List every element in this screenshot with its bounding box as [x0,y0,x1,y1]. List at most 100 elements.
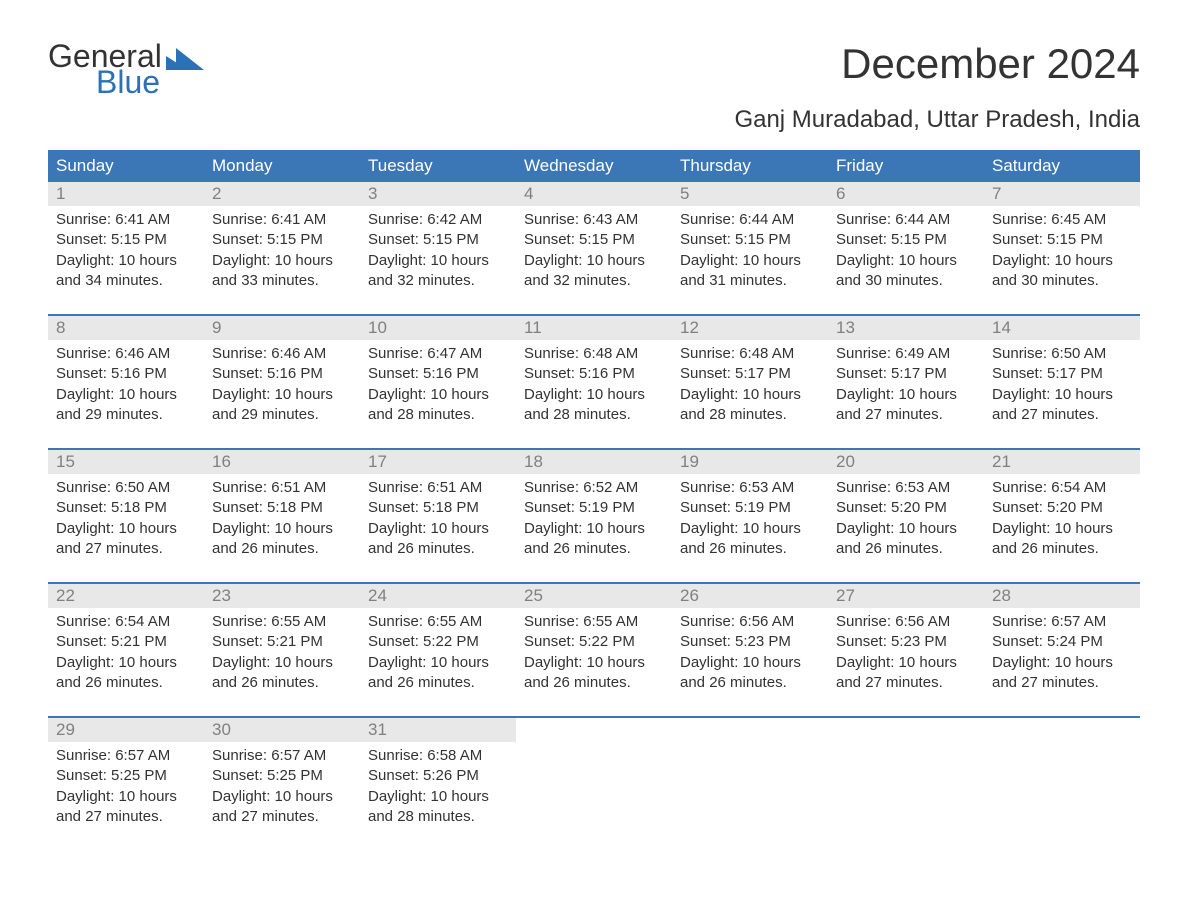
day-detail-line: Sunset: 5:19 PM [680,498,820,518]
day-detail-line: Sunrise: 6:44 AM [836,210,976,230]
day-detail-line: Sunrise: 6:57 AM [212,746,352,766]
day-detail-line: and 28 minutes. [368,807,508,827]
day-detail-line: Daylight: 10 hours [368,653,508,673]
day-detail-line: Sunrise: 6:50 AM [992,344,1132,364]
day-cell: 16Sunrise: 6:51 AMSunset: 5:18 PMDayligh… [204,450,360,574]
day-detail-line: Daylight: 10 hours [368,251,508,271]
day-detail-line: and 27 minutes. [836,405,976,425]
day-cell: 12Sunrise: 6:48 AMSunset: 5:17 PMDayligh… [672,316,828,440]
day-detail-line: Daylight: 10 hours [524,251,664,271]
day-details: Sunrise: 6:51 AMSunset: 5:18 PMDaylight:… [360,474,516,571]
day-detail-line: Sunset: 5:23 PM [836,632,976,652]
day-cell: 8Sunrise: 6:46 AMSunset: 5:16 PMDaylight… [48,316,204,440]
date-number: 5 [672,182,828,206]
day-detail-line: and 28 minutes. [680,405,820,425]
day-detail-line: Daylight: 10 hours [368,787,508,807]
day-detail-line: Sunset: 5:17 PM [992,364,1132,384]
day-detail-line: Daylight: 10 hours [992,385,1132,405]
day-details: Sunrise: 6:44 AMSunset: 5:15 PMDaylight:… [672,206,828,303]
page-title: December 2024 [841,40,1140,88]
day-detail-line: Daylight: 10 hours [212,251,352,271]
day-detail-line: Sunset: 5:18 PM [368,498,508,518]
calendar-header-row: Sunday Monday Tuesday Wednesday Thursday… [48,150,1140,182]
day-detail-line: Sunrise: 6:58 AM [368,746,508,766]
day-detail-line: and 26 minutes. [992,539,1132,559]
day-detail-line: Daylight: 10 hours [56,251,196,271]
day-detail-line: Daylight: 10 hours [524,653,664,673]
day-header: Wednesday [516,150,672,182]
day-detail-line: and 26 minutes. [368,673,508,693]
day-detail-line: Sunrise: 6:53 AM [836,478,976,498]
day-detail-line: Sunrise: 6:49 AM [836,344,976,364]
calendar-week-row: 8Sunrise: 6:46 AMSunset: 5:16 PMDaylight… [48,314,1140,440]
day-detail-line: and 27 minutes. [56,539,196,559]
day-detail-line: Sunrise: 6:46 AM [56,344,196,364]
day-details: Sunrise: 6:56 AMSunset: 5:23 PMDaylight:… [828,608,984,705]
day-detail-line: and 29 minutes. [56,405,196,425]
day-detail-line: Sunrise: 6:53 AM [680,478,820,498]
day-header: Thursday [672,150,828,182]
day-detail-line: and 26 minutes. [368,539,508,559]
date-number: 17 [360,450,516,474]
day-details: Sunrise: 6:57 AMSunset: 5:25 PMDaylight:… [204,742,360,839]
day-detail-line: Daylight: 10 hours [56,519,196,539]
date-number: 7 [984,182,1140,206]
day-detail-line: and 32 minutes. [368,271,508,291]
day-detail-line: Daylight: 10 hours [56,653,196,673]
day-detail-line: Sunset: 5:24 PM [992,632,1132,652]
date-number: 29 [48,718,204,742]
day-cell: 4Sunrise: 6:43 AMSunset: 5:15 PMDaylight… [516,182,672,306]
date-number: 3 [360,182,516,206]
day-detail-line: and 26 minutes. [524,673,664,693]
date-number: 30 [204,718,360,742]
day-detail-line: Sunrise: 6:55 AM [368,612,508,632]
date-number: 24 [360,584,516,608]
day-detail-line: and 32 minutes. [524,271,664,291]
day-detail-line: Sunrise: 6:41 AM [56,210,196,230]
day-detail-line: Daylight: 10 hours [212,519,352,539]
date-number: 19 [672,450,828,474]
day-cell: 10Sunrise: 6:47 AMSunset: 5:16 PMDayligh… [360,316,516,440]
day-detail-line: Daylight: 10 hours [680,519,820,539]
day-details: Sunrise: 6:48 AMSunset: 5:16 PMDaylight:… [516,340,672,437]
day-details: Sunrise: 6:46 AMSunset: 5:16 PMDaylight:… [48,340,204,437]
date-number: 20 [828,450,984,474]
day-detail-line: Sunset: 5:18 PM [212,498,352,518]
day-details: Sunrise: 6:53 AMSunset: 5:19 PMDaylight:… [672,474,828,571]
day-header: Monday [204,150,360,182]
day-cell: 1Sunrise: 6:41 AMSunset: 5:15 PMDaylight… [48,182,204,306]
day-detail-line: Sunset: 5:15 PM [212,230,352,250]
day-details: Sunrise: 6:48 AMSunset: 5:17 PMDaylight:… [672,340,828,437]
day-detail-line: and 26 minutes. [56,673,196,693]
day-detail-line: Sunset: 5:19 PM [524,498,664,518]
day-detail-line: and 28 minutes. [524,405,664,425]
date-number: 25 [516,584,672,608]
day-details: Sunrise: 6:55 AMSunset: 5:21 PMDaylight:… [204,608,360,705]
day-cell: 14 Sunrise: 6:50 AMSunset: 5:17 PMDayligh… [984,316,1140,440]
day-detail-line: Daylight: 10 hours [368,519,508,539]
day-detail-line: Sunset: 5:22 PM [368,632,508,652]
day-detail-line: Sunrise: 6:44 AM [680,210,820,230]
day-detail-line: Sunset: 5:16 PM [368,364,508,384]
day-detail-line: Sunset: 5:15 PM [524,230,664,250]
day-details: Sunrise: 6:53 AMSunset: 5:20 PMDaylight:… [828,474,984,571]
day-detail-line: Sunrise: 6:57 AM [992,612,1132,632]
day-detail-line: Sunset: 5:18 PM [56,498,196,518]
day-cell: 11Sunrise: 6:48 AMSunset: 5:16 PMDayligh… [516,316,672,440]
day-detail-line: Daylight: 10 hours [680,251,820,271]
day-detail-line: Daylight: 10 hours [680,653,820,673]
date-number: 22 [48,584,204,608]
day-details: Sunrise: 6:51 AMSunset: 5:18 PMDaylight:… [204,474,360,571]
day-detail-line: Daylight: 10 hours [992,251,1132,271]
date-number: 26 [672,584,828,608]
day-detail-line: Sunset: 5:22 PM [524,632,664,652]
day-detail-line: and 26 minutes. [680,673,820,693]
day-detail-line: Sunrise: 6:54 AM [56,612,196,632]
day-cell: 2Sunrise: 6:41 AMSunset: 5:15 PMDaylight… [204,182,360,306]
day-details: Sunrise: 6:44 AMSunset: 5:15 PMDaylight:… [828,206,984,303]
day-details: Sunrise: 6:55 AMSunset: 5:22 PMDaylight:… [360,608,516,705]
day-detail-line: Sunset: 5:25 PM [212,766,352,786]
date-number: 14 [984,316,1140,340]
day-detail-line: Sunset: 5:16 PM [212,364,352,384]
day-detail-line: Sunrise: 6:55 AM [212,612,352,632]
